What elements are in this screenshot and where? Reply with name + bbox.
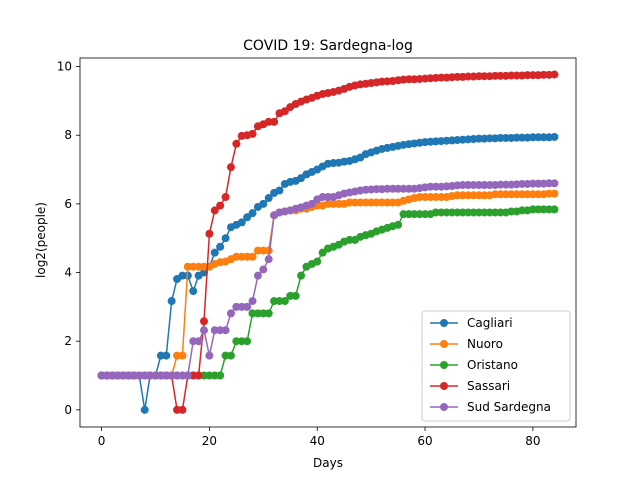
y-tick-label: 0 — [64, 403, 72, 417]
data-point — [221, 326, 230, 335]
data-point — [226, 351, 235, 360]
data-point — [178, 351, 187, 360]
data-point — [216, 242, 225, 251]
data-point — [243, 302, 252, 311]
data-point — [264, 309, 273, 318]
legend-label: Oristano — [467, 358, 518, 372]
data-point — [270, 117, 279, 126]
data-point — [216, 201, 225, 210]
data-point — [210, 248, 219, 257]
data-point — [226, 163, 235, 172]
y-tick-label: 6 — [64, 197, 72, 211]
data-point — [210, 206, 219, 215]
legend-marker — [440, 382, 448, 390]
data-point — [243, 337, 252, 346]
y-axis-label: log2(people) — [34, 202, 48, 278]
legend-label: Nuoro — [467, 337, 503, 351]
legend-item-cagliari: Cagliari — [430, 316, 513, 330]
axes-frame — [79, 57, 577, 428]
data-point — [248, 209, 257, 218]
data-point — [248, 252, 257, 261]
data-point — [221, 193, 230, 202]
data-point — [248, 297, 257, 306]
y-tick-label: 10 — [57, 60, 72, 74]
x-tick-label: 20 — [202, 434, 217, 448]
legend-label: Sassari — [467, 379, 510, 393]
legend-label: Sud Sardegna — [467, 400, 551, 414]
x-axis-label: Days — [313, 456, 343, 470]
data-point — [550, 70, 559, 79]
legend-item-sud-sardegna: Sud Sardegna — [430, 400, 551, 414]
data-point — [550, 179, 559, 188]
data-point — [291, 291, 300, 300]
data-point — [248, 129, 257, 138]
data-point — [205, 229, 214, 238]
y-tick-label: 4 — [64, 266, 72, 280]
legend-marker — [440, 340, 448, 348]
data-point — [313, 257, 322, 266]
x-tick-label: 40 — [310, 434, 325, 448]
y-tick-label: 8 — [64, 128, 72, 142]
data-point — [550, 189, 559, 198]
legend-marker — [440, 403, 448, 411]
data-point — [259, 199, 268, 208]
data-point — [297, 271, 306, 280]
data-point — [307, 199, 316, 208]
data-point — [140, 405, 149, 414]
series-sud-sardegna — [97, 179, 559, 380]
legend-marker — [440, 319, 448, 327]
data-point — [194, 371, 203, 380]
data-point — [183, 371, 192, 380]
data-point — [264, 194, 273, 203]
legend-box — [421, 310, 571, 422]
data-point — [232, 139, 241, 148]
data-point — [280, 297, 289, 306]
legend-item-sassari: Sassari — [430, 379, 510, 393]
x-tick-label: 0 — [98, 434, 106, 448]
data-point — [162, 351, 171, 360]
data-point — [178, 405, 187, 414]
data-point — [189, 287, 198, 296]
x-tick-label: 80 — [525, 434, 540, 448]
data-point — [226, 309, 235, 318]
data-point — [275, 186, 284, 195]
data-point — [550, 205, 559, 214]
data-point — [221, 234, 230, 243]
data-point — [253, 271, 262, 280]
legend-label: Cagliari — [467, 316, 513, 330]
plot-area: 0 20 40 60 80 0 2 4 6 8 10 — [57, 57, 577, 448]
series-group — [97, 70, 559, 414]
data-point — [550, 132, 559, 141]
data-point — [200, 326, 208, 335]
data-point — [394, 220, 403, 229]
data-point — [264, 255, 273, 264]
legend-marker — [440, 361, 448, 369]
data-point — [167, 297, 176, 306]
legend-item-oristano: Oristano — [430, 358, 518, 372]
data-point — [205, 351, 214, 360]
chart-title: COVID 19: Sardegna-log — [243, 38, 413, 54]
x-tick-label: 60 — [417, 434, 432, 448]
data-point — [200, 317, 208, 326]
legend: Cagliari Nuoro Oristano Sassari Sud Sardegna — [421, 310, 571, 422]
data-point — [194, 337, 203, 346]
data-point — [237, 218, 246, 227]
y-tick-label: 2 — [64, 334, 72, 348]
legend-item-nuoro: Nuoro — [430, 337, 503, 351]
data-point — [216, 371, 225, 380]
data-point — [259, 265, 268, 274]
data-point — [200, 268, 208, 277]
